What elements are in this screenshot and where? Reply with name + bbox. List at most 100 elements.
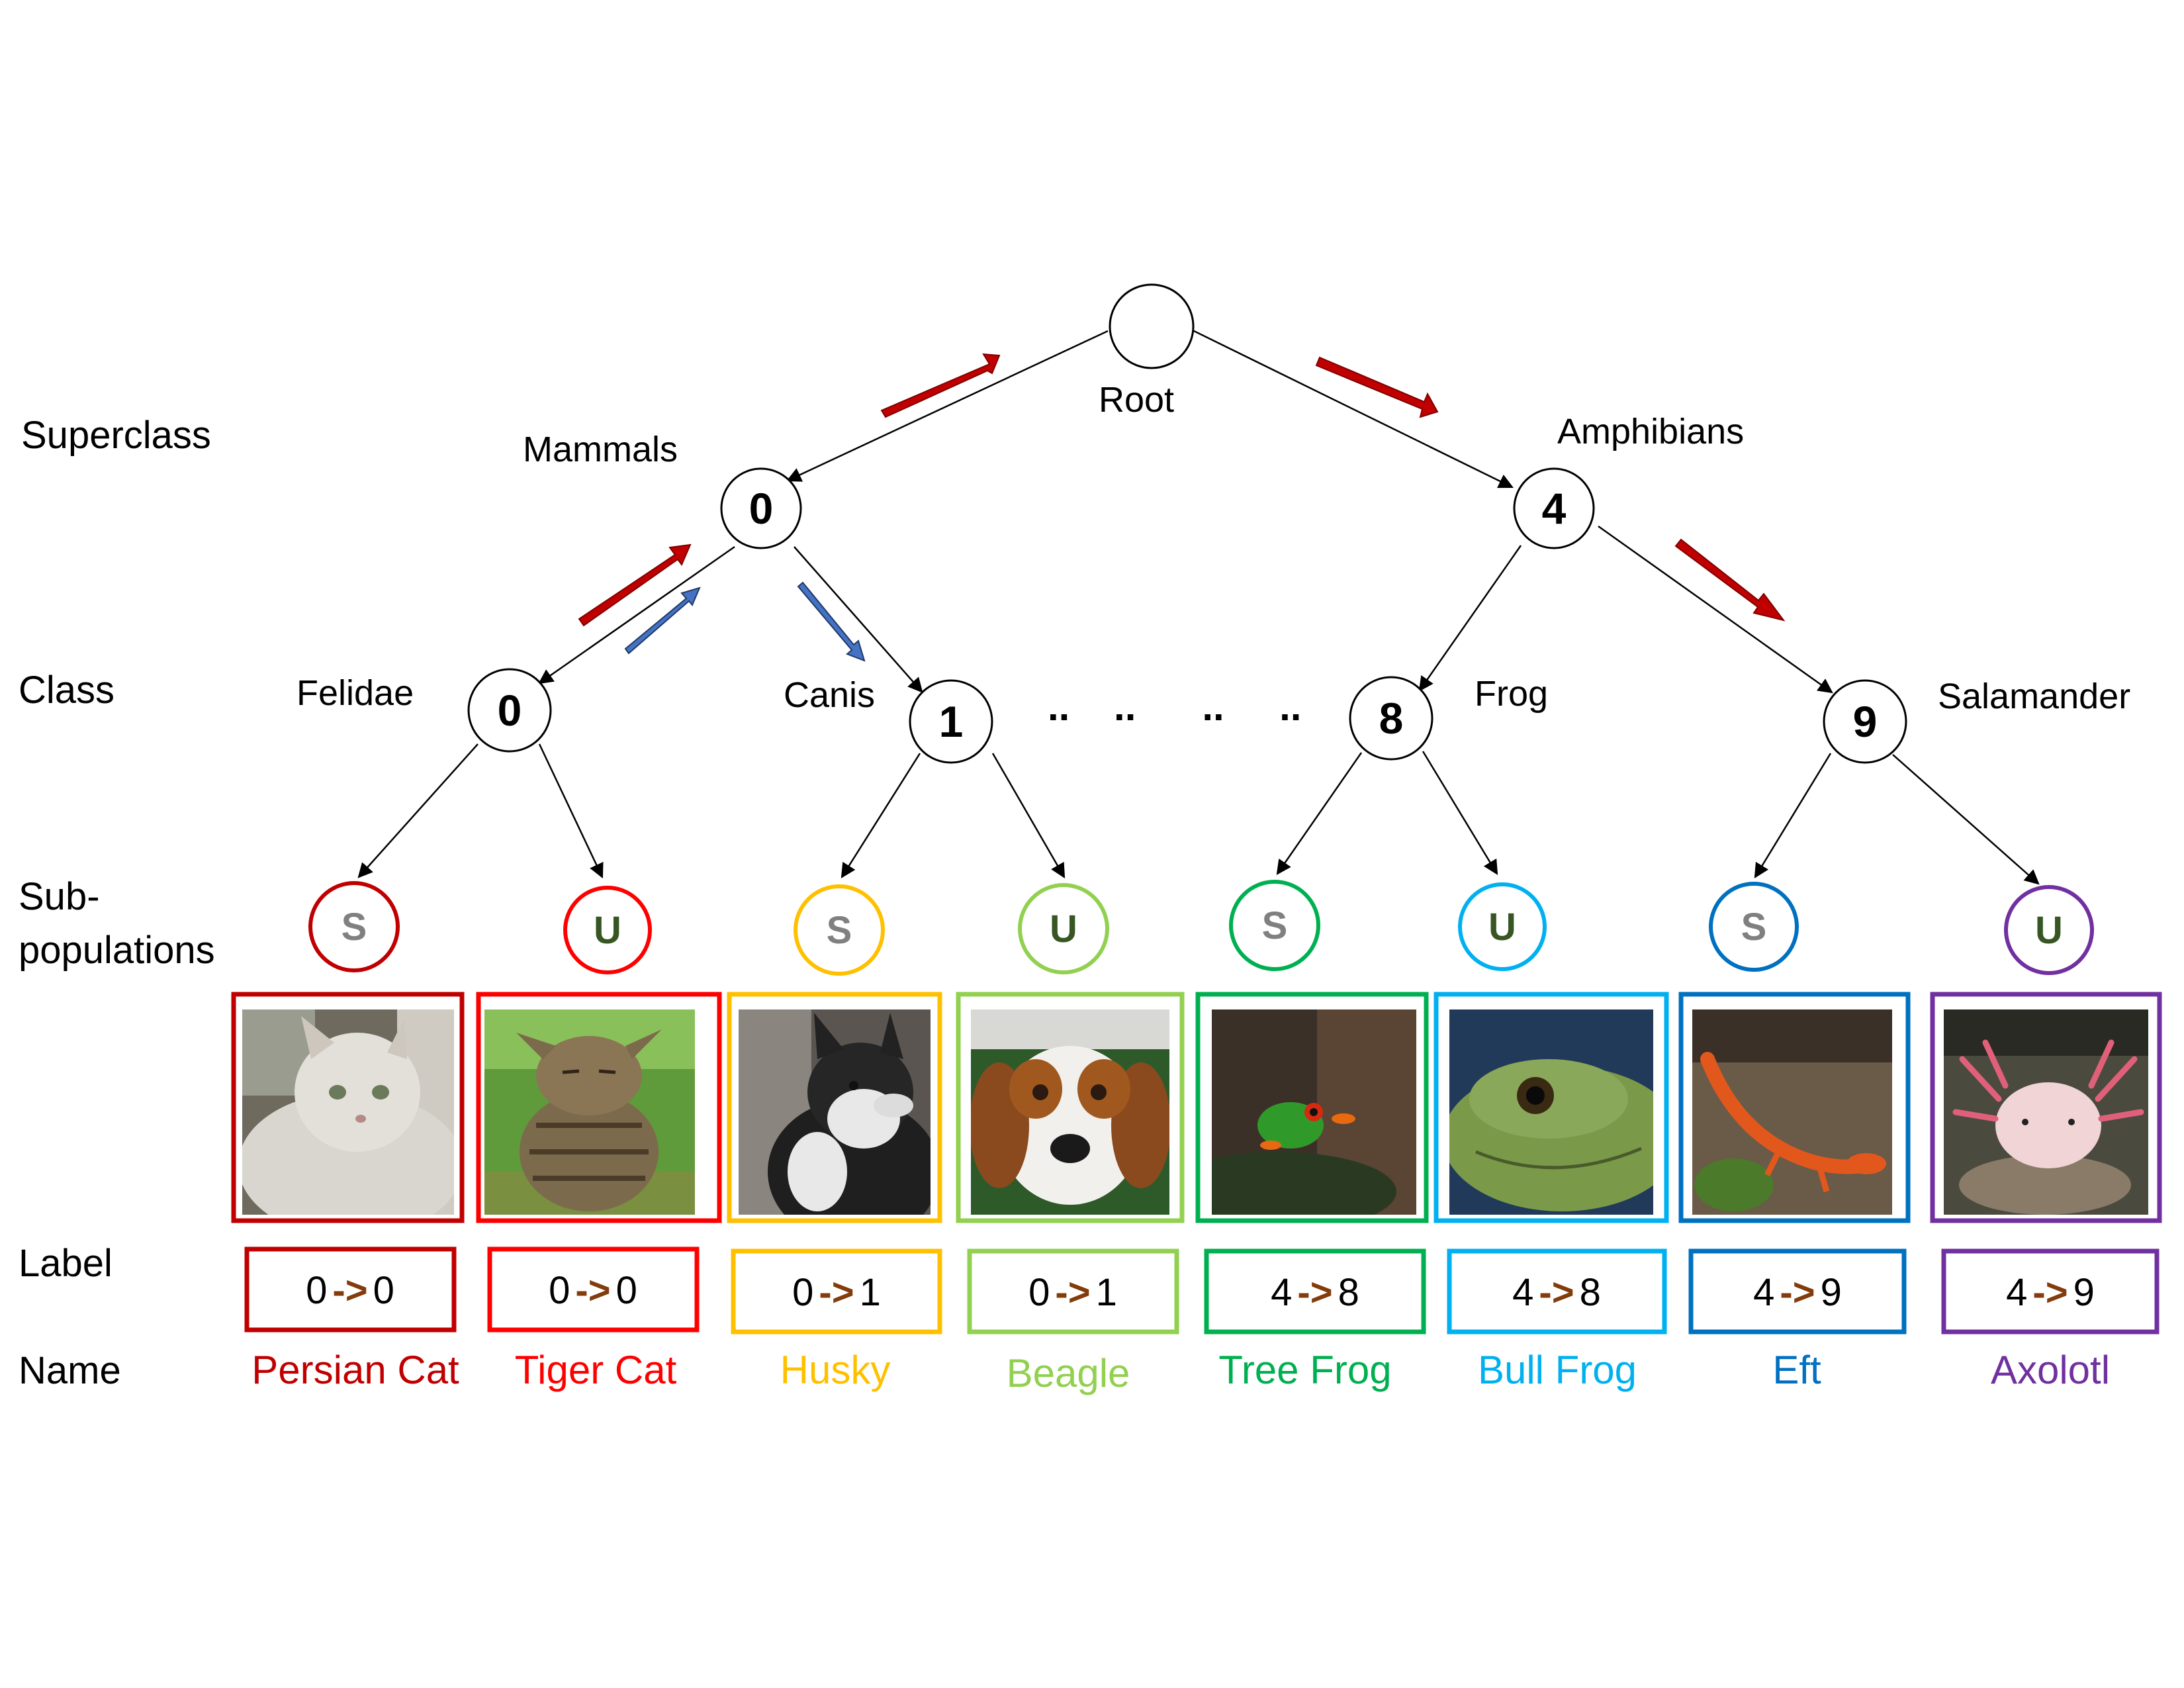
tree-frog-photo	[1195, 992, 1429, 1223]
subpop-tag: U	[1488, 906, 1516, 949]
label-box-0: 0 -> 0	[244, 1246, 457, 1333]
edge-amphibians-frog	[1418, 545, 1522, 692]
label-box-5: 4 -> 8	[1447, 1248, 1667, 1335]
subpop-node-2: S	[794, 884, 885, 976]
label-box-2: 0 -> 1	[731, 1248, 942, 1335]
superclass-id: 4	[1542, 484, 1567, 533]
name-tree-frog: Tree Frog	[1218, 1348, 1391, 1392]
class-name-frog: Frog	[1475, 674, 1548, 714]
eft-photo	[1678, 992, 1911, 1223]
label-mapping: 0 -> 0	[549, 1269, 637, 1312]
name-husky: Husky	[780, 1348, 891, 1392]
class-name-canis: Canis	[784, 675, 875, 715]
label-mapping: 0 -> 1	[1028, 1271, 1117, 1314]
superclass-node-amphibians: 4	[1513, 467, 1595, 549]
subpop-node-7: U	[2004, 885, 2094, 975]
label-mapping: 4 -> 9	[2006, 1271, 2095, 1314]
axolotl-photo	[1930, 992, 2162, 1223]
subpop-tag: S	[1741, 906, 1767, 949]
edge-felidae-s	[357, 743, 478, 878]
root-node	[1109, 283, 1195, 369]
superclass-node-mammals: 0	[720, 467, 802, 549]
subpop-node-3: U	[1018, 883, 1109, 974]
beagle-photo	[956, 992, 1185, 1223]
label-box-7: 4 -> 9	[1941, 1248, 2160, 1335]
class-node-frog: 8	[1349, 676, 1433, 761]
class-name-felidae: Felidae	[296, 673, 414, 713]
bull-frog-photo	[1433, 992, 1669, 1223]
name-bull-frog: Bull Frog	[1478, 1348, 1637, 1392]
label-mapping: 0 -> 1	[792, 1271, 881, 1314]
edge-amphibians-salamander	[1598, 525, 1833, 694]
row-label-subpopulations-line2: populations	[19, 929, 215, 972]
persian-cat-photo	[231, 992, 465, 1223]
class-node-felidae: 0	[467, 668, 552, 753]
row-label-name: Name	[19, 1349, 121, 1392]
edge-salamander-s	[1754, 753, 1832, 878]
edge-canis-s	[841, 753, 921, 878]
row-label-label: Label	[19, 1242, 113, 1285]
class-node-canis: 1	[909, 679, 993, 764]
name-tiger-cat: Tiger Cat	[515, 1348, 677, 1392]
superclass-name-mammals: Mammals	[523, 430, 678, 469]
class-id: 8	[1379, 694, 1404, 743]
subpop-node-5: U	[1458, 882, 1547, 971]
edge-root-mammals	[786, 330, 1109, 482]
class-id: 0	[498, 686, 522, 735]
subpop-tag: U	[2035, 909, 2063, 952]
label-mapping: 0 -> 0	[306, 1269, 394, 1312]
path-arrows-blue	[624, 581, 866, 662]
name-eft: Eft	[1772, 1348, 1821, 1392]
subpop-node-0: S	[308, 881, 400, 972]
class-name-salamander: Salamander	[1938, 677, 2130, 716]
subpopulation-nodes: S U S U S U S U	[308, 880, 2094, 976]
superclass-name-amphibians: Amphibians	[1557, 412, 1744, 451]
path-arrows-red	[578, 353, 1786, 627]
class-id: 9	[1853, 697, 1878, 746]
label-mapping: 4 -> 9	[1753, 1271, 1842, 1314]
subpop-node-6: S	[1709, 882, 1799, 972]
row-label-superclass: Superclass	[21, 414, 211, 457]
edge-frog-u	[1422, 751, 1498, 875]
name-beagle: Beagle	[1007, 1351, 1130, 1395]
edge-mammals-canis	[794, 546, 923, 693]
edge-felidae-u	[538, 743, 604, 879]
edge-root-amphibians	[1193, 330, 1514, 489]
subpop-tag: S	[341, 906, 367, 949]
edge-canis-u	[991, 753, 1066, 878]
class-names: Persian Cat Tiger Cat Husky Beagle Tree …	[251, 1348, 2110, 1395]
subpop-tag: U	[594, 909, 621, 952]
label-box-1: 0 -> 0	[487, 1246, 700, 1333]
edge-mammals-felidae	[538, 545, 735, 684]
red-arrow-to-mammals	[578, 543, 692, 627]
subpop-tag: U	[1050, 908, 1077, 951]
blue-arrow-to-canis	[797, 581, 866, 662]
name-axolotl: Axolotl	[1991, 1348, 2110, 1392]
row-label-class: Class	[19, 669, 114, 712]
subpop-tag: S	[827, 909, 852, 952]
label-box-6: 4 -> 9	[1688, 1248, 1907, 1335]
superclass-id: 0	[749, 484, 774, 533]
label-mapping: 4 -> 8	[1271, 1271, 1359, 1314]
label-box-3: 0 -> 1	[967, 1248, 1179, 1335]
tiger-cat-photo	[476, 992, 722, 1223]
red-arrow-to-salamander	[1674, 538, 1786, 622]
blue-arrow-to-mammals	[624, 586, 701, 655]
subpop-node-1: U	[563, 886, 652, 974]
photo-frames	[231, 992, 2162, 1223]
label-boxes: 0 -> 0 0 -> 0 0 -> 1 0 -> 1 4 -> 8 4 -> 8 4 -> 9 4 -> 9	[244, 1246, 2160, 1335]
red-arrow-to-amphibians	[1315, 356, 1439, 418]
red-arrow-to-root	[880, 353, 1001, 418]
label-box-4: 4 -> 8	[1204, 1248, 1426, 1335]
class-node-salamander: 9	[1823, 679, 1907, 764]
subpop-node-4: S	[1229, 880, 1320, 971]
ellipsis-dots: .. .. .. ..	[1048, 684, 1301, 729]
class-id: 1	[939, 697, 964, 746]
edge-salamander-u	[1892, 754, 2040, 885]
edge-frog-s	[1276, 752, 1363, 875]
name-persian-cat: Persian Cat	[251, 1348, 459, 1392]
subpop-tag: S	[1262, 904, 1288, 947]
tree-edges	[357, 330, 2040, 885]
row-label-subpopulations-line1: Sub-	[19, 875, 100, 918]
